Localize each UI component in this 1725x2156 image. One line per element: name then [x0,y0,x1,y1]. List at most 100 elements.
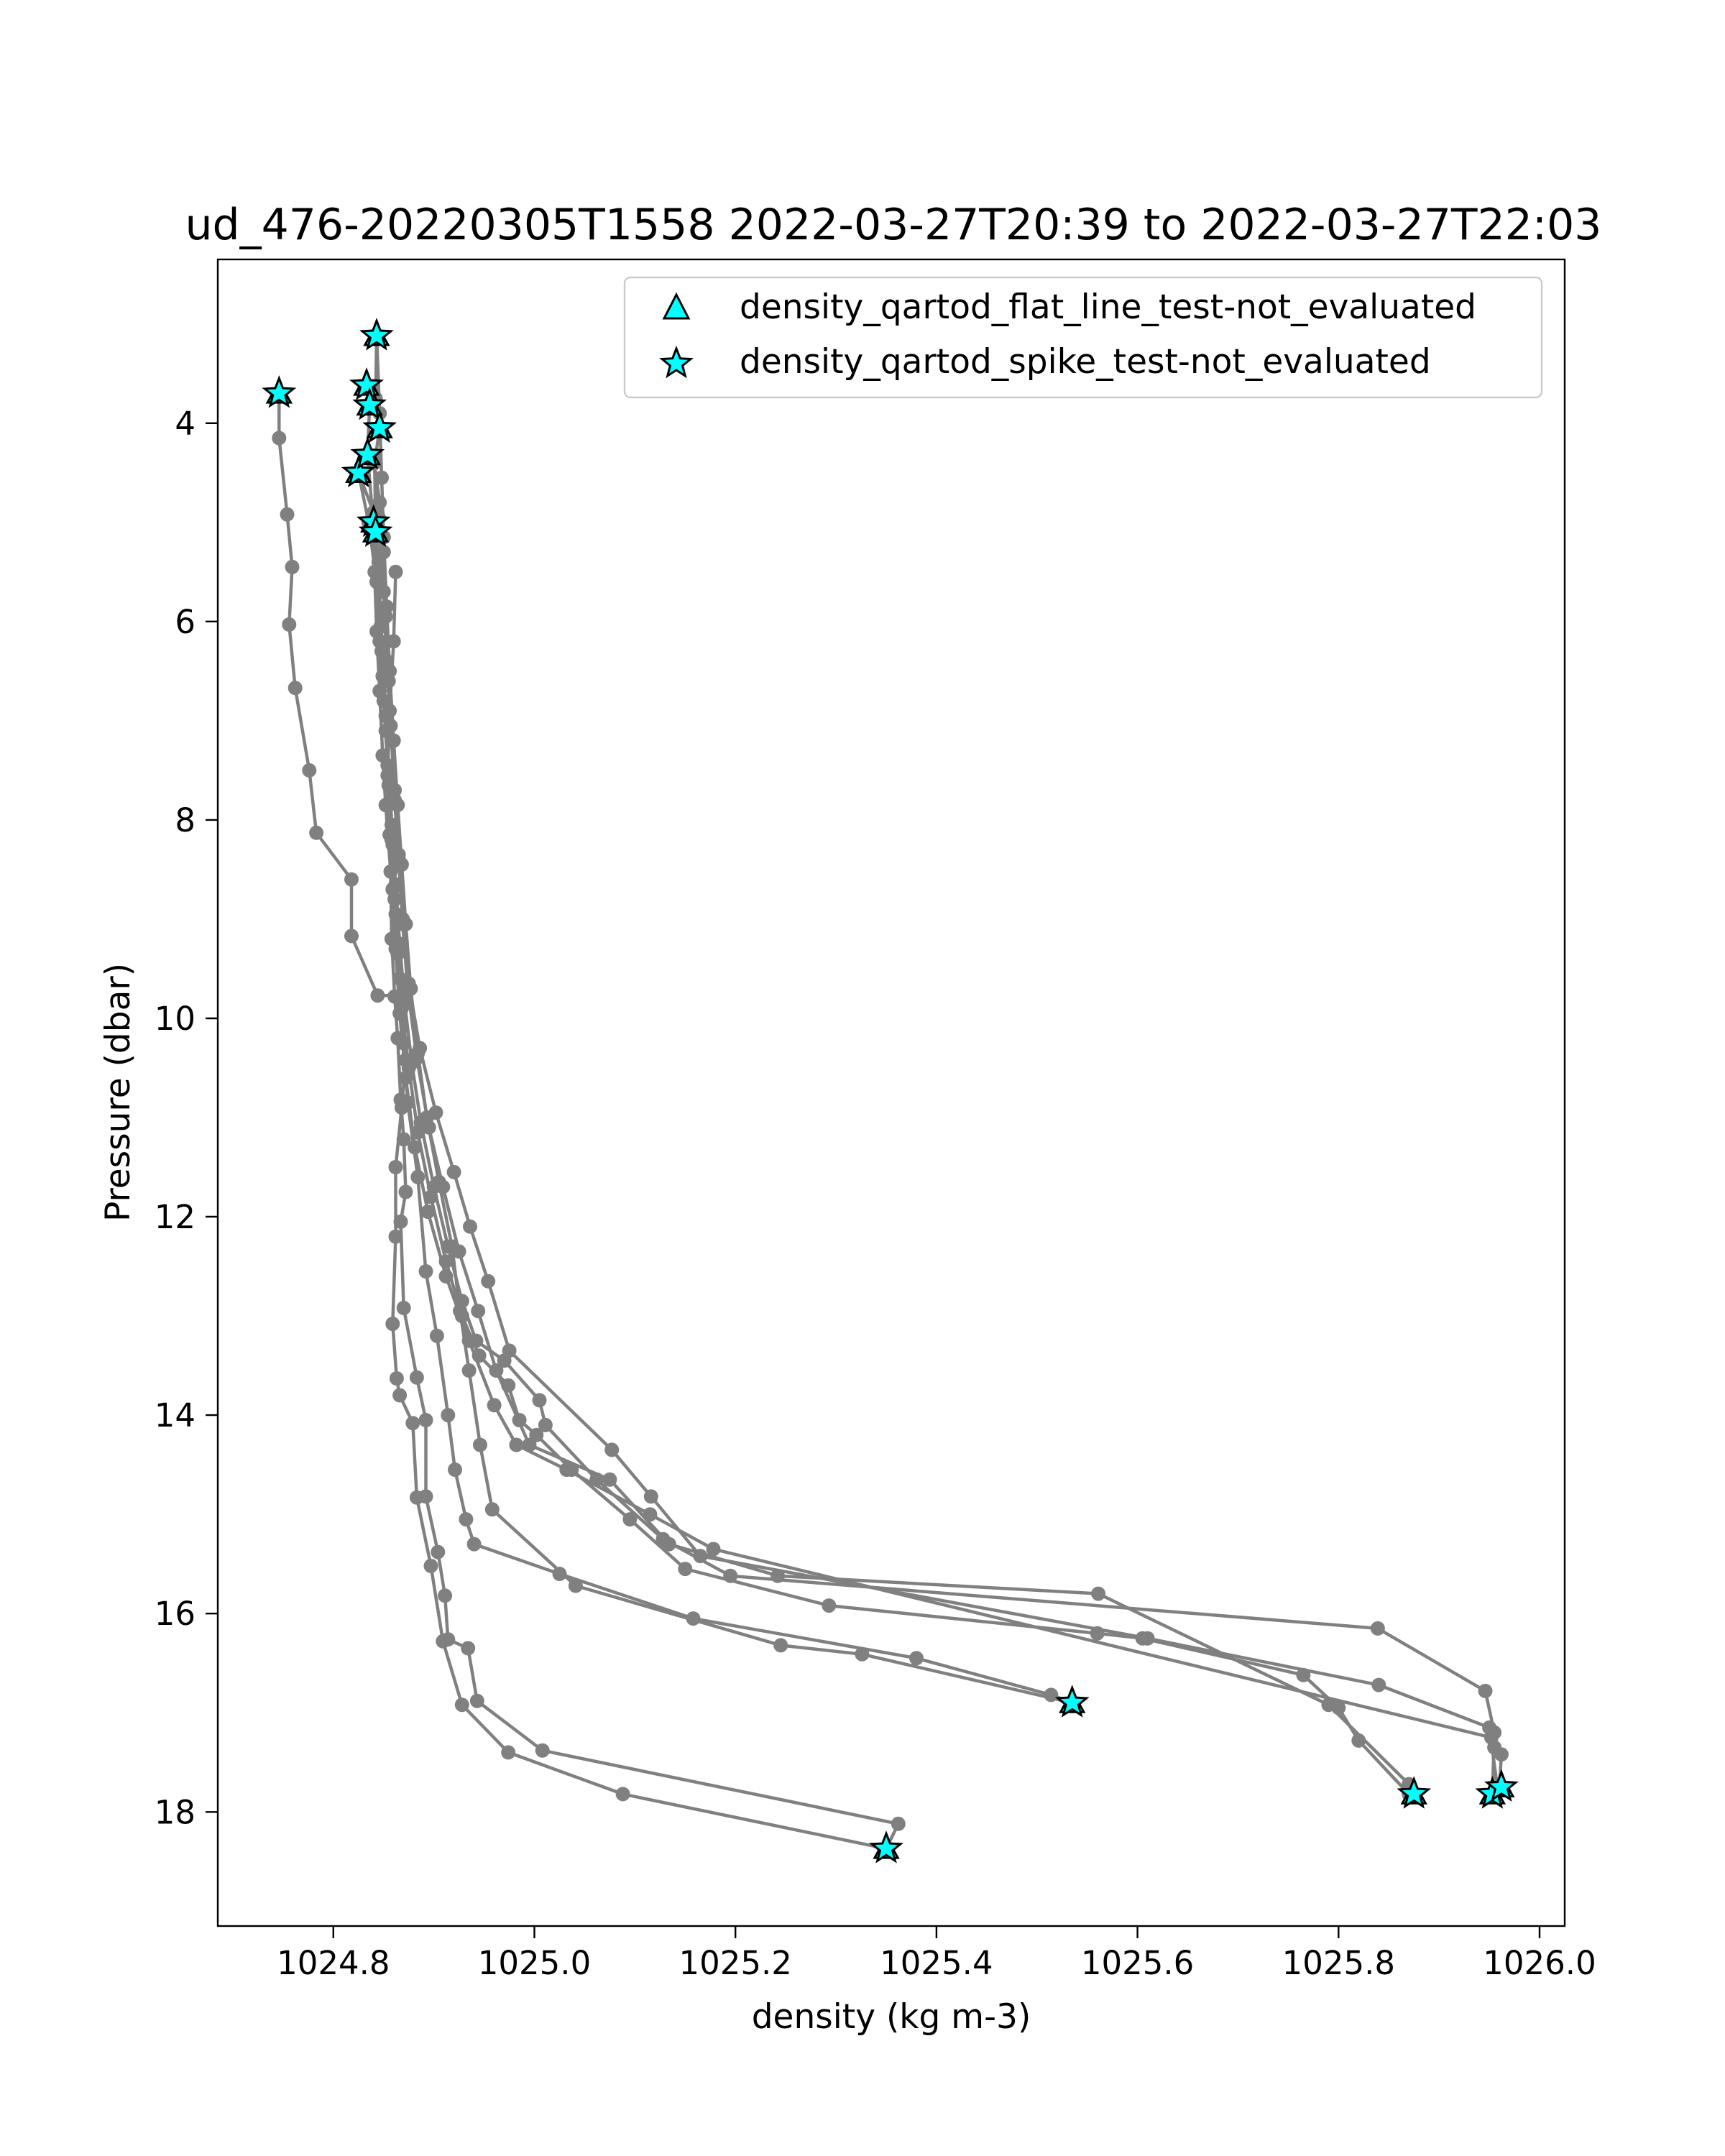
data-point [552,1567,567,1581]
data-point [441,1632,456,1647]
y-tick-label: 18 [155,1793,196,1831]
data-point [396,1132,411,1147]
x-tick-label: 1025.0 [478,1944,591,1982]
spike-marker [350,436,385,470]
spike-marker [359,318,394,351]
x-tick-label: 1025.6 [1081,1944,1194,1982]
spike-marker [1484,1769,1519,1802]
profile-line [386,571,1504,1787]
data-point [535,1743,550,1758]
data-point [446,1164,461,1179]
data-point [773,1638,788,1653]
data-point [418,1264,433,1279]
y-tick-label: 8 [175,801,196,839]
data-point [454,1294,469,1309]
data-point [280,507,295,522]
data-point [387,783,402,798]
data-point [344,929,359,944]
data-point [418,1489,433,1504]
data-point [568,1578,583,1593]
data-point [438,1268,454,1284]
x-tick-label: 1026.0 [1483,1944,1596,1982]
data-point [438,1588,453,1603]
data-point [466,1537,482,1552]
data-point [1091,1586,1106,1601]
x-tick-label: 1024.8 [277,1944,390,1982]
data-point [909,1651,924,1666]
data-point [420,1204,436,1220]
data-point [643,1489,658,1504]
data-point [855,1646,870,1662]
data-point [388,564,403,579]
data-point [344,872,359,887]
data-point [389,1371,404,1386]
data-point [376,545,391,560]
triangle-marker-icon [662,292,691,320]
data-point [532,1393,547,1408]
data-point [891,1816,906,1831]
data-point [473,1437,487,1452]
x-tick-label: 1025.4 [880,1944,993,1982]
plot-frame [216,258,1566,1927]
data-point [369,574,384,589]
data-point [288,681,303,696]
spike-marker [1397,1776,1432,1809]
legend-label-spike: density_qartod_spike_test-not_evaluated [740,342,1431,382]
data-point [602,1472,617,1487]
data-point [441,1408,456,1423]
data-point [401,976,416,991]
data-point [487,1398,502,1413]
y-tick-label: 12 [155,1198,196,1236]
data-point [441,1239,456,1254]
data-point [376,584,391,599]
data-point [386,634,401,649]
data-point [408,1140,423,1155]
data-point [405,1416,420,1431]
data-point [302,763,317,778]
x-tick-label: 1025.2 [678,1944,791,1982]
data-point [604,1442,620,1457]
legend-frame [623,276,1543,399]
data-point [643,1507,658,1522]
y-tick-label: 6 [175,603,196,641]
data-point [382,827,397,842]
data-point [502,1343,517,1358]
y-tick-label: 16 [155,1595,196,1633]
data-point [448,1462,462,1477]
data-point [1371,1677,1386,1692]
spike-marker [358,514,393,547]
data-point [428,1105,443,1120]
data-point [385,882,400,897]
data-point [454,1697,469,1713]
data-point [418,1413,433,1427]
data-point [489,1363,504,1378]
data-point [463,1219,477,1234]
data-point [392,1006,408,1021]
data-point [1140,1631,1155,1646]
data-point [388,941,403,957]
profile-series-9 [380,564,1509,1795]
legend-label-flat-line: density_qartod_flat_line_test-not_evalua… [740,287,1476,327]
data-point [385,1317,400,1332]
star-marker-icon [659,345,694,379]
data-point [285,559,300,574]
data-point [451,1244,466,1259]
x-axis-label: density (kg m-3) [752,1997,1031,2037]
data-point [309,825,324,840]
legend-entry-spike: density_qartod_spike_test-not_evaluated [659,342,1431,382]
data-point [484,1502,500,1517]
data-point [615,1787,630,1802]
data-point [1321,1697,1336,1713]
data-point [272,430,287,446]
data-point [661,1537,676,1552]
data-point [282,617,297,632]
spike-markers [262,318,1519,1864]
data-point [559,1462,574,1477]
data-point [501,1745,516,1760]
data-point [392,1388,408,1403]
data-point [429,1328,444,1343]
data-point [461,1641,476,1656]
data-point [398,1184,413,1199]
data-point [396,1301,411,1315]
